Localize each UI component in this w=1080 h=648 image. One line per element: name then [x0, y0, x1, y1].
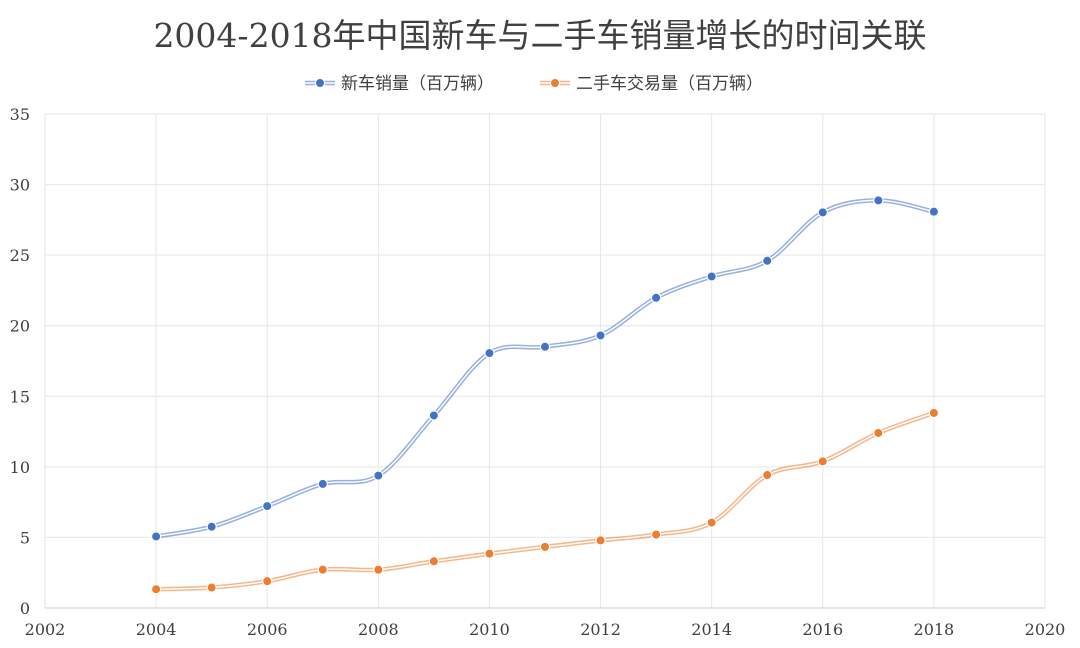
x-tick-label: 2004 — [136, 620, 177, 639]
data-point — [373, 564, 384, 575]
x-tick-label: 2020 — [1025, 620, 1066, 639]
y-tick-label: 20 — [10, 317, 30, 336]
data-point — [428, 410, 440, 421]
data-point — [928, 407, 940, 419]
y-tick-label: 35 — [10, 105, 30, 124]
y-tick-label: 10 — [10, 458, 30, 477]
legend-item-1: 新车销量（百万辆） — [305, 74, 494, 94]
data-point — [206, 582, 217, 593]
data-point — [650, 292, 662, 303]
x-tick-label: 2006 — [247, 620, 288, 639]
series-line — [153, 410, 937, 592]
data-point — [262, 500, 273, 512]
x-tick-label: 2008 — [358, 620, 399, 639]
data-point — [706, 271, 717, 282]
chart-title: 2004-2018年中国新车与二手车销量增长的时间关联 — [153, 16, 926, 55]
gridlines — [44, 113, 1046, 608]
legend: 新车销量（百万辆） 二手车交易量（百万辆） — [305, 74, 763, 94]
data-point — [484, 548, 495, 559]
data-point — [262, 575, 273, 587]
legend-label: 二手车交易量（百万辆） — [576, 74, 763, 94]
data-point — [539, 341, 551, 352]
data-point — [206, 521, 217, 532]
axes: 0 5 10 15 20 25 30 35 2002 2004 2006 2008 2010 2012 20… — [10, 105, 1066, 639]
y-tick-label: 15 — [10, 387, 30, 406]
data-point — [317, 478, 328, 490]
data-point — [817, 207, 828, 218]
legend-swatch-marker — [314, 77, 326, 89]
data-point — [539, 541, 551, 553]
legend-item-2: 二手车交易量（百万辆） — [540, 74, 763, 94]
series-1 — [150, 195, 940, 542]
data-point — [373, 470, 384, 481]
x-tick-label: 2014 — [691, 620, 732, 639]
y-tick-label: 5 — [20, 528, 30, 547]
series-line-inner — [155, 412, 935, 590]
data-point — [650, 529, 662, 540]
y-tick-label: 0 — [20, 599, 30, 618]
legend-label: 新车销量（百万辆） — [341, 74, 494, 94]
data-point — [762, 255, 773, 266]
data-point — [762, 469, 773, 481]
x-tick-label: 2010 — [469, 620, 510, 639]
data-point — [817, 456, 828, 467]
data-point — [595, 535, 606, 546]
x-tick-label: 2012 — [580, 620, 621, 639]
x-tick-label: 2002 — [25, 620, 66, 639]
legend-swatch-marker — [549, 77, 561, 89]
series-line-inner — [155, 199, 935, 538]
data-point — [150, 531, 162, 542]
data-point — [873, 427, 884, 439]
data-point — [595, 330, 606, 341]
data-point — [706, 517, 717, 528]
data-point — [928, 206, 940, 217]
data-point — [150, 584, 162, 595]
series-line — [153, 198, 937, 539]
data-point — [428, 556, 440, 567]
x-tick-label: 2018 — [914, 620, 955, 639]
y-tick-label: 30 — [10, 176, 30, 195]
data-point — [317, 564, 328, 575]
series-layer — [150, 195, 940, 595]
data-point — [484, 347, 495, 359]
series-2 — [150, 407, 940, 595]
y-tick-label: 25 — [10, 246, 30, 265]
data-point — [873, 195, 884, 206]
x-tick-label: 2016 — [802, 620, 843, 639]
